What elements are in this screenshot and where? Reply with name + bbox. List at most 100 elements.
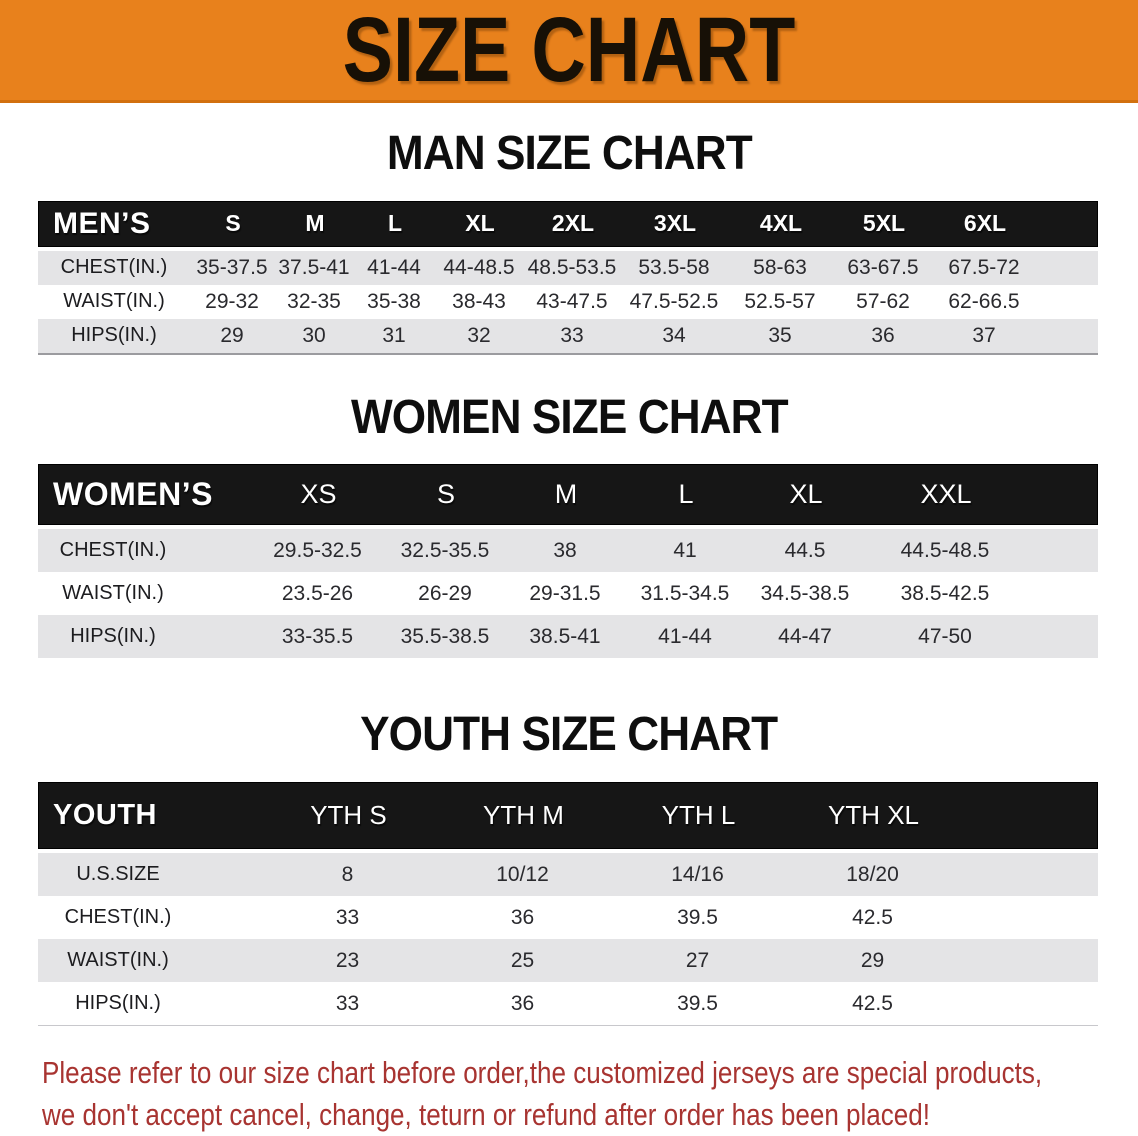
cell: 30 [302, 323, 326, 347]
youth-size-table: YOUTH YTH S YTH M YTH L YTH XL U.S.SIZE … [38, 782, 1098, 1027]
row-label: CHEST(IN.) [64, 906, 172, 929]
row-label: CHEST(IN.) [59, 539, 167, 562]
column-header: S [436, 479, 455, 510]
column-header: XL [465, 210, 495, 237]
column-header: S [225, 210, 241, 237]
column-header: 6XL [963, 210, 1007, 237]
cell: 41 [673, 538, 697, 562]
cell: 31 [382, 323, 406, 347]
column-header: 5XL [862, 210, 906, 237]
cell: 37 [972, 323, 996, 347]
cell: 23 [335, 948, 360, 972]
cell: 39.5 [677, 905, 718, 929]
column-header: 2XL [551, 210, 595, 237]
cell: 10/12 [496, 862, 549, 886]
women-size-table: WOMEN’S XS S M L XL XXL CHEST(IN.) 29.5-… [38, 464, 1098, 659]
cell: 41-44 [367, 255, 421, 279]
cell: 35-37.5 [196, 255, 268, 279]
cell: 26-29 [418, 581, 472, 605]
cell: 43-47.5 [536, 289, 608, 313]
cell: 33 [335, 991, 360, 1015]
men-table-header: MEN’S S M L XL 2XL 3XL 4XL 5XL 6XL [38, 200, 1098, 247]
row-label: HIPS(IN.) [71, 324, 157, 347]
row-label: CHEST(IN.) [60, 256, 168, 279]
column-header: L [387, 210, 403, 237]
cell: 44.5-48.5 [900, 538, 990, 562]
youth-header-label: YOUTH [53, 799, 157, 832]
column-header: 4XL [759, 210, 803, 237]
column-header: XL [789, 479, 823, 510]
cell: 35.5-38.5 [400, 624, 490, 648]
size-chart-banner: SIZE CHART [0, 0, 1138, 103]
cell: 47.5-52.5 [629, 289, 719, 313]
cell: 52.5-57 [744, 289, 816, 313]
cell: 41-44 [658, 624, 712, 648]
cell: 32 [467, 323, 491, 347]
cell: 62-66.5 [948, 289, 1020, 313]
cell: 38.5-41 [529, 624, 601, 648]
column-header: 3XL [653, 210, 697, 237]
row-label: U.S.SIZE [76, 863, 160, 886]
cell: 67.5-72 [948, 255, 1020, 279]
cell: 27 [685, 948, 710, 972]
cell: 14/16 [671, 862, 724, 886]
cell: 36 [510, 991, 535, 1015]
cell: 48.5-53.5 [527, 255, 617, 279]
cell: 44-48.5 [443, 255, 515, 279]
cell: 29-32 [205, 289, 259, 313]
cell: 36 [510, 905, 535, 929]
cell: 29.5-32.5 [273, 538, 362, 562]
cell: 8 [341, 862, 354, 886]
cell: 57-62 [856, 289, 910, 313]
cell: 23.5-26 [281, 581, 354, 605]
disclaimer: Please refer to our size chart before or… [42, 1052, 1138, 1136]
row-label: WAIST(IN.) [63, 290, 165, 313]
cell: 33 [560, 323, 584, 347]
column-header: YTH S [310, 800, 387, 831]
column-header: XS [300, 479, 337, 510]
cell: 33 [335, 905, 360, 929]
women-section-title: WOMEN SIZE CHART [350, 390, 789, 444]
column-header: M [554, 479, 578, 510]
column-header: YTH XL [827, 800, 920, 831]
cell: 29 [860, 948, 885, 972]
disclaimer-line-1: Please refer to our size chart before or… [42, 1055, 1043, 1091]
cell: 32-35 [287, 289, 341, 313]
cell: 35 [768, 323, 792, 347]
cell: 38 [553, 538, 577, 562]
row-label: HIPS(IN.) [75, 992, 161, 1015]
banner-title: SIZE CHART [342, 0, 796, 101]
men-header-label: MEN’S [53, 206, 151, 240]
table-row: WAIST(IN.) 23.5-26 26-29 29-31.5 31.5-34… [38, 572, 1098, 615]
women-header-label: WOMEN’S [53, 476, 213, 513]
cell: 34.5-38.5 [760, 581, 850, 605]
table-row: HIPS(IN.) 33 36 39.5 42.5 [38, 982, 1098, 1025]
column-header: M [305, 210, 325, 237]
table-row: HIPS(IN.) 29 30 31 32 33 34 35 36 37 [38, 318, 1098, 353]
disclaimer-line-2: we don't accept cancel, change, teturn o… [42, 1097, 931, 1133]
cell: 29-31.5 [529, 581, 601, 605]
cell: 53.5-58 [638, 255, 710, 279]
cell: 58-63 [753, 255, 807, 279]
men-section-title: MAN SIZE CHART [386, 127, 753, 180]
youth-table-header: YOUTH YTH S YTH M YTH L YTH XL [38, 782, 1098, 850]
column-header: L [678, 479, 694, 510]
column-header: YTH L [661, 800, 736, 831]
table-row: CHEST(IN.) 35-37.5 37.5-41 41-44 44-48.5… [38, 250, 1098, 285]
row-label: HIPS(IN.) [70, 625, 156, 648]
cell: 44.5 [784, 538, 826, 562]
cell: 42.5 [852, 991, 893, 1015]
women-table-header: WOMEN’S XS S M L XL XXL [38, 464, 1098, 526]
column-header: XXL [920, 479, 972, 510]
cell: 29 [220, 323, 244, 347]
table-row: WAIST(IN.) 29-32 32-35 35-38 38-43 43-47… [38, 285, 1098, 319]
cell: 38.5-42.5 [900, 581, 990, 605]
table-row: U.S.SIZE 8 10/12 14/16 18/20 [38, 853, 1098, 897]
cell: 36 [871, 323, 895, 347]
row-label: WAIST(IN.) [67, 949, 169, 972]
cell: 37.5-41 [278, 255, 350, 279]
cell: 32.5-35.5 [400, 538, 490, 562]
cell: 25 [510, 948, 535, 972]
table-row: CHEST(IN.) 29.5-32.5 32.5-35.5 38 41 44.… [38, 529, 1098, 573]
cell: 44-47 [778, 624, 832, 648]
